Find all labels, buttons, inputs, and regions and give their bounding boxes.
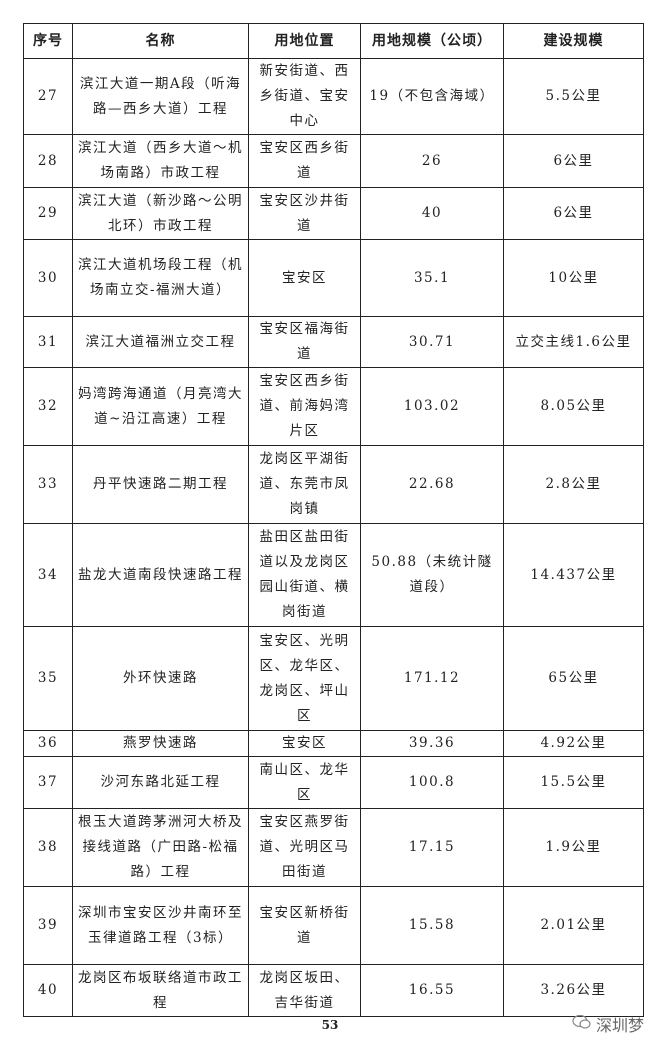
table-row: 28 滨江大道（西乡大道～机场南路）市政工程 宝安区西乡街道 26 6公里 (23, 134, 644, 188)
cell-scale: 4.92公里 (503, 730, 644, 757)
cell-no: 39 (23, 886, 73, 965)
watermark: 深圳梦 (572, 1012, 644, 1036)
cell-no: 35 (23, 626, 73, 731)
cell-no: 30 (23, 239, 73, 317)
cell-location: 龙岗区平湖街道、东莞市凤岗镇 (248, 445, 361, 524)
cell-scale: 3.26公里 (503, 964, 644, 1017)
cell-location: 宝安区西乡街道 (248, 134, 361, 188)
land-use-table: 序号 名称 用地位置 用地规模（公顷） 建设规模 27 滨江大道一期A段（听海路—西乡大道… (23, 23, 644, 1017)
cell-no: 36 (23, 730, 73, 757)
cell-area: 19（不包含海域） (360, 58, 504, 135)
table-row: 27 滨江大道一期A段（听海路—西乡大道）工程 新安街道、西乡街道、宝安中心 19（不… (23, 58, 644, 135)
cell-scale: 6公里 (503, 134, 644, 188)
cell-area: 40 (360, 187, 504, 240)
wechat-icon (572, 1014, 592, 1034)
cell-area: 22.68 (360, 445, 504, 524)
cell-area: 50.88（未统计隧道段） (360, 523, 504, 627)
cell-no: 37 (23, 756, 73, 809)
cell-name: 丹平快速路二期工程 (72, 445, 249, 524)
table-row: 30 滨江大道机场段工程（机场南立交-福洲大道） 宝安区 35.1 10公里 (23, 239, 644, 317)
table-row: 36 燕罗快速路 宝安区 39.36 4.92公里 (23, 730, 644, 757)
table-row: 29 滨江大道（新沙路～公明北环）市政工程 宝安区沙井街道 40 6公里 (23, 187, 644, 240)
table-row: 32 妈湾跨海通道（月亮湾大道~沿江高速）工程 宝安区西乡街道、前海妈湾片区 103.… (23, 367, 644, 446)
header-area: 用地规模（公顷） (360, 23, 504, 59)
cell-location: 盐田区盐田街道以及龙岗区园山街道、横岗街道 (248, 523, 361, 627)
cell-scale: 1.9公里 (503, 808, 644, 887)
cell-scale: 65公里 (503, 626, 644, 731)
cell-location: 宝安区西乡街道、前海妈湾片区 (248, 367, 361, 446)
cell-scale: 10公里 (503, 239, 644, 317)
cell-location: 宝安区燕罗街道、光明区马田街道 (248, 808, 361, 887)
cell-name: 滨江大道机场段工程（机场南立交-福洲大道） (72, 239, 249, 317)
cell-location: 宝安区新桥街道 (248, 886, 361, 965)
cell-area: 39.36 (360, 730, 504, 757)
cell-scale: 2.8公里 (503, 445, 644, 524)
cell-name: 燕罗快速路 (72, 730, 249, 757)
table-row: 35 外环快速路 宝安区、光明区、龙华区、龙岗区、坪山区 171.12 65公里 (23, 626, 644, 731)
table-row: 38 根玉大道跨茅洲河大桥及接线道路（广田路-松福路）工程 宝安区燕罗街道、光明区马… (23, 808, 644, 887)
cell-location: 南山区、龙华区 (248, 756, 361, 809)
cell-name: 深圳市宝安区沙井南环至玉律道路工程（3标） (72, 886, 249, 965)
cell-scale: 5.5公里 (503, 58, 644, 135)
header-no: 序号 (23, 23, 73, 59)
cell-area: 100.8 (360, 756, 504, 809)
table-row: 39 深圳市宝安区沙井南环至玉律道路工程（3标） 宝安区新桥街道 15.58 2.01公… (23, 886, 644, 965)
cell-no: 28 (23, 134, 73, 188)
cell-no: 34 (23, 523, 73, 627)
cell-name: 滨江大道（西乡大道～机场南路）市政工程 (72, 134, 249, 188)
cell-scale: 立交主线1.6公里 (503, 316, 644, 368)
cell-area: 17.15 (360, 808, 504, 887)
cell-name: 妈湾跨海通道（月亮湾大道~沿江高速）工程 (72, 367, 249, 446)
table-row: 37 沙河东路北延工程 南山区、龙华区 100.8 15.5公里 (23, 756, 644, 809)
cell-location: 宝安区、光明区、龙华区、龙岗区、坪山区 (248, 626, 361, 731)
cell-no: 29 (23, 187, 73, 240)
cell-area: 16.55 (360, 964, 504, 1017)
cell-area: 30.71 (360, 316, 504, 368)
cell-name: 龙岗区布坂联络道市政工程 (72, 964, 249, 1017)
cell-location: 新安街道、西乡街道、宝安中心 (248, 58, 361, 135)
cell-location: 宝安区沙井街道 (248, 187, 361, 240)
cell-area: 103.02 (360, 367, 504, 446)
cell-scale: 6公里 (503, 187, 644, 240)
cell-location: 宝安区福海街道 (248, 316, 361, 368)
cell-no: 33 (23, 445, 73, 524)
cell-scale: 15.5公里 (503, 756, 644, 809)
table-header-row: 序号 名称 用地位置 用地规模（公顷） 建设规模 (23, 23, 644, 59)
table-row: 34 盐龙大道南段快速路工程 盐田区盐田街道以及龙岗区园山街道、横岗街道 50.88（… (23, 523, 644, 627)
table-row: 40 龙岗区布坂联络道市政工程 龙岗区坂田、吉华街道 16.55 3.26公里 (23, 964, 644, 1017)
watermark-text: 深圳梦 (595, 1016, 644, 1035)
header-name: 名称 (72, 23, 249, 59)
cell-area: 171.12 (360, 626, 504, 731)
cell-no: 38 (23, 808, 73, 887)
cell-name: 沙河东路北延工程 (72, 756, 249, 809)
cell-no: 27 (23, 58, 73, 135)
cell-location: 龙岗区坂田、吉华街道 (248, 964, 361, 1017)
table-row: 31 滨江大道福洲立交工程 宝安区福海街道 30.71 立交主线1.6公里 (23, 316, 644, 368)
cell-no: 40 (23, 964, 73, 1017)
header-location: 用地位置 (248, 23, 361, 59)
cell-area: 26 (360, 134, 504, 188)
cell-location: 宝安区 (248, 730, 361, 757)
cell-name: 外环快速路 (72, 626, 249, 731)
cell-area: 35.1 (360, 239, 504, 317)
cell-name: 盐龙大道南段快速路工程 (72, 523, 249, 627)
cell-area: 15.58 (360, 886, 504, 965)
cell-scale: 8.05公里 (503, 367, 644, 446)
page-number: 53 (321, 1018, 339, 1032)
cell-no: 31 (23, 316, 73, 368)
cell-name: 滨江大道（新沙路～公明北环）市政工程 (72, 187, 249, 240)
cell-name: 根玉大道跨茅洲河大桥及接线道路（广田路-松福路）工程 (72, 808, 249, 887)
cell-no: 32 (23, 367, 73, 446)
cell-name: 滨江大道福洲立交工程 (72, 316, 249, 368)
cell-scale: 14.437公里 (503, 523, 644, 627)
cell-location: 宝安区 (248, 239, 361, 317)
header-scale: 建设规模 (503, 23, 644, 59)
cell-scale: 2.01公里 (503, 886, 644, 965)
cell-name: 滨江大道一期A段（听海路—西乡大道）工程 (72, 58, 249, 135)
table-row: 33 丹平快速路二期工程 龙岗区平湖街道、东莞市凤岗镇 22.68 2.8公里 (23, 445, 644, 524)
